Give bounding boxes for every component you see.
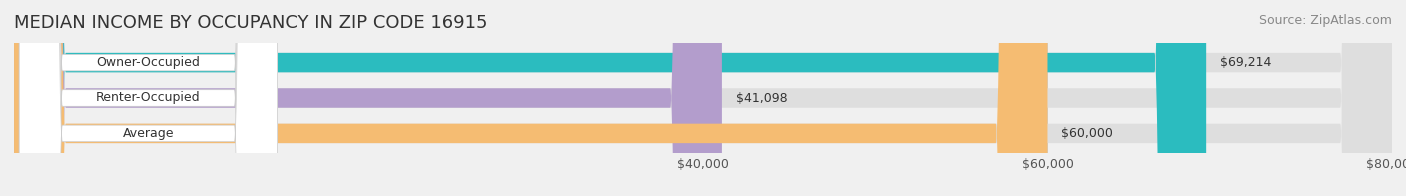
Text: Renter-Occupied: Renter-Occupied (96, 92, 201, 104)
FancyBboxPatch shape (20, 0, 277, 196)
FancyBboxPatch shape (20, 0, 277, 196)
Text: $60,000: $60,000 (1062, 127, 1114, 140)
Text: $41,098: $41,098 (735, 92, 787, 104)
FancyBboxPatch shape (20, 0, 277, 196)
FancyBboxPatch shape (14, 0, 1392, 196)
Text: Owner-Occupied: Owner-Occupied (97, 56, 200, 69)
Text: $69,214: $69,214 (1220, 56, 1271, 69)
FancyBboxPatch shape (14, 0, 721, 196)
FancyBboxPatch shape (14, 0, 1047, 196)
FancyBboxPatch shape (14, 0, 1392, 196)
Text: Average: Average (122, 127, 174, 140)
Text: MEDIAN INCOME BY OCCUPANCY IN ZIP CODE 16915: MEDIAN INCOME BY OCCUPANCY IN ZIP CODE 1… (14, 14, 488, 32)
FancyBboxPatch shape (14, 0, 1206, 196)
FancyBboxPatch shape (14, 0, 1392, 196)
Text: Source: ZipAtlas.com: Source: ZipAtlas.com (1258, 14, 1392, 27)
